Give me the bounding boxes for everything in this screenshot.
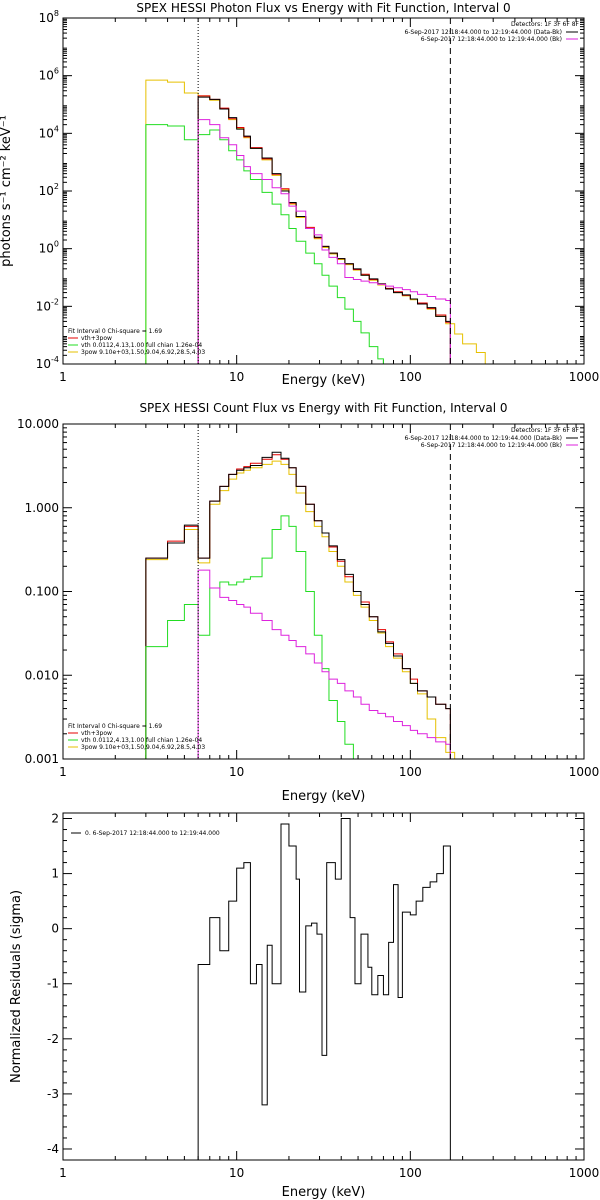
legend-header: Detectors: 1F 3F 6F 8F (511, 427, 580, 434)
series-line-2 (145, 451, 451, 759)
legend-entry-label: 6-Sep-2017 12:18:44.000 to 12:19:44.000 … (421, 36, 562, 43)
series-line-1 (197, 95, 451, 364)
series-line-1 (145, 454, 451, 759)
x-tick-label: 1 (59, 370, 67, 384)
x-tick-label: 1 (59, 1166, 67, 1180)
series-group (145, 451, 456, 759)
fit-legend-label: 3pow 9.10e+03,1.50,9.04,6.92,28.5,4.03 (81, 349, 205, 356)
legend-entry-label: 6-Sep-2017 12:18:44.000 to 12:19:44.000 … (421, 442, 562, 449)
chart-2: 1 10 100 1000 -4 -3 -2 -1 0 1 2 Energy (keV) Normali… (9, 812, 599, 1200)
x-tick-label: 10 (229, 1166, 244, 1180)
y-tick-label: 102 (39, 182, 59, 198)
fit-legend-label: vth 0.0112,4.13,1.00 full chian 1.26e-04 (81, 342, 202, 349)
series-line-0 (197, 818, 451, 1160)
fit-legend-label: vth+3pow (81, 335, 112, 342)
fit-legend-header: Fit Interval 0 Chi-square = 1.69 (68, 328, 162, 335)
fit-legend-label: vth+3pow (81, 730, 112, 737)
y-tick-label: 104 (39, 124, 59, 140)
y-axis-label: Normalized Residuals (sigma) (9, 890, 24, 1083)
y-tick-label: 10-2 (36, 297, 59, 313)
series-line-0 (145, 460, 456, 759)
y-tick-label: 0.001 (25, 752, 59, 766)
y-tick-label: 0.100 (25, 585, 59, 599)
x-tick-label: 1000 (569, 765, 600, 779)
series-line-3 (145, 515, 354, 759)
legend-header: Detectors: 1F 3F 6F 8F (511, 21, 580, 28)
x-tick-label: 100 (399, 765, 422, 779)
series-line-2 (197, 96, 451, 364)
y-tick-label: -1 (47, 977, 59, 991)
y-tick-label: -4 (47, 1142, 59, 1156)
x-axis-label: Energy (keV) (282, 789, 366, 804)
plot-frame (62, 17, 585, 365)
series-group (145, 79, 486, 364)
y-tick-label: -3 (47, 1087, 59, 1101)
legend-entry-label: 0. 6-Sep-2017 12:18:44.000 to 12:19:44.0… (85, 830, 220, 837)
y-tick-label: 1.000 (25, 501, 59, 515)
chart-1: SPEX HESSI Count Flux vs Energy with Fit… (17, 401, 599, 804)
y-tick-label: 10-4 (36, 355, 59, 371)
fit-legend-label: vth 0.0112,4.13,1.00 full chian 1.26e-04 (81, 737, 202, 744)
legend-entry-label: 6-Sep-2017 12:18:44.000 to 12:19:44.000 … (404, 435, 562, 442)
x-tick-label: 1 (59, 765, 67, 779)
chart-title: SPEX HESSI Count Flux vs Energy with Fit… (139, 401, 507, 415)
x-tick-label: 1000 (569, 370, 600, 384)
y-tick-label: 2 (51, 812, 59, 826)
series-line-4 (197, 119, 451, 364)
series-group (197, 818, 451, 1160)
y-tick-label: 1 (51, 867, 59, 881)
y-tick-label: 0.010 (25, 668, 59, 682)
x-tick-label: 10 (229, 765, 244, 779)
legend-entry-label: 6-Sep-2017 12:18:44.000 to 12:19:44.000 … (404, 29, 562, 36)
x-tick-label: 10 (229, 370, 244, 384)
series-line-3 (145, 124, 384, 364)
chart-title: SPEX HESSI Photon Flux vs Energy with Fi… (136, 1, 510, 15)
series-line-4 (197, 569, 451, 759)
x-tick-label: 1000 (569, 1166, 600, 1180)
x-tick-label: 100 (399, 370, 422, 384)
y-tick-label: 10.000 (17, 417, 59, 431)
plot-frame (62, 812, 585, 1161)
x-tick-label: 100 (399, 1166, 422, 1180)
x-axis-label: Energy (keV) (282, 1185, 366, 1200)
y-tick-label: 108 (39, 9, 59, 25)
fit-legend-label: 3pow 9.10e+03,1.50,9.04,6.92,28.5,4.03 (81, 744, 205, 751)
y-tick-label: 106 (39, 67, 59, 83)
y-tick-label: -2 (47, 1032, 59, 1046)
y-tick-label: 100 (39, 240, 59, 256)
y-tick-label: 0 (51, 922, 59, 936)
chart-0: SPEX HESSI Photon Flux vs Energy with Fi… (0, 1, 599, 388)
x-axis-label: Energy (keV) (282, 373, 366, 388)
plot-frame (62, 423, 585, 760)
y-axis-label: photons s⁻¹ cm⁻² keV⁻¹ (0, 115, 14, 267)
fit-legend-header: Fit Interval 0 Chi-square = 1.69 (68, 723, 162, 730)
